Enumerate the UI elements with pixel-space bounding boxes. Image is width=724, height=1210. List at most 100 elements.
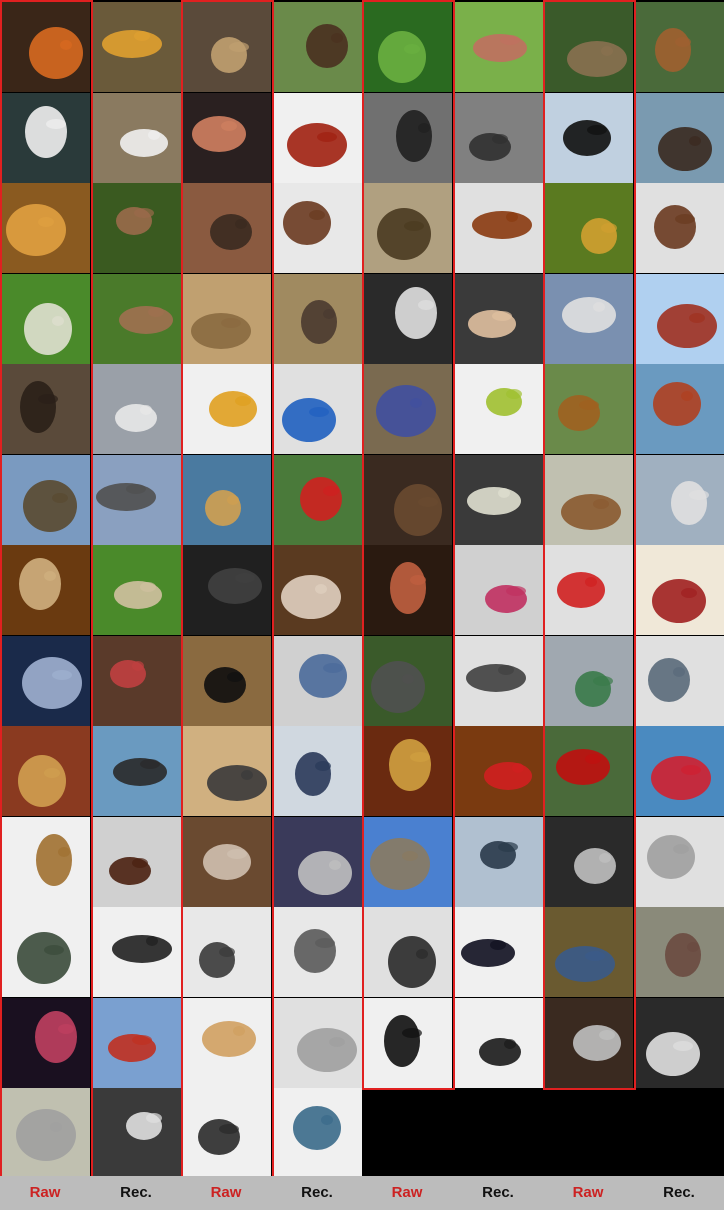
image-tile-spoons <box>634 817 724 907</box>
image-tile-llama <box>362 274 452 364</box>
image-tile-beaded-disc <box>453 364 543 454</box>
image-tile-welding-mask <box>181 1088 271 1178</box>
image-tile-door-handle <box>362 726 452 816</box>
image-tile-orca <box>543 93 633 183</box>
image-tile-jet <box>634 274 724 364</box>
image-tile-centipede <box>453 183 543 273</box>
image-tile-hammock <box>543 636 633 726</box>
image-tile-gravestone <box>362 636 452 726</box>
image-tile-laptop <box>634 998 724 1088</box>
image-tile-fawn <box>91 274 181 364</box>
image-tile-stained-glass <box>0 998 90 1088</box>
image-tile-sheet-music <box>453 455 543 545</box>
image-tile-minaret <box>362 817 452 907</box>
image-tile-extinguisher <box>543 545 633 635</box>
image-tile-harp <box>0 726 90 816</box>
rec-column-label: Rec. <box>663 1184 695 1201</box>
image-tile-snowmobile <box>362 907 452 997</box>
image-tile-swan <box>0 93 90 183</box>
image-tile-beer-mug <box>181 364 271 454</box>
image-tile-piano <box>181 636 271 726</box>
image-tile-cases <box>272 726 362 816</box>
image-tile-mandolin <box>0 817 90 907</box>
image-tile-airplane <box>543 274 633 364</box>
image-tile-skates <box>453 907 543 997</box>
image-tile-fly <box>362 183 452 273</box>
image-tile-drums <box>181 998 271 1088</box>
image-tile-butterfly <box>543 183 633 273</box>
image-tile-person <box>453 545 543 635</box>
image-tile-lizard <box>362 2 452 92</box>
image-tile-otter-water <box>634 93 724 183</box>
image-tile-guitarist <box>362 545 452 635</box>
image-tile-camel <box>181 274 271 364</box>
image-tile-dvd-player <box>543 998 633 1088</box>
image-tile-cart <box>634 636 724 726</box>
image-tile-boy-hat <box>0 545 90 635</box>
raw-column-label: Raw <box>391 1184 423 1201</box>
image-tile-wagon-cover <box>543 455 633 545</box>
image-tile-machines <box>272 817 362 907</box>
image-tile-wagon <box>0 364 90 454</box>
image-tile-treadmill <box>453 817 543 907</box>
image-tile-beads <box>453 998 543 1088</box>
column-label-bar: Raw Rec. Raw Rec. Raw Rec. Raw Rec. <box>0 1176 724 1210</box>
image-tile-goldfish <box>0 2 90 92</box>
image-tile-gym <box>91 726 181 816</box>
raw-column-label: Raw <box>572 1184 604 1201</box>
image-tile-puppy <box>453 274 543 364</box>
image-tile-leopard <box>0 183 90 273</box>
image-tile-roses <box>453 726 543 816</box>
image-tile-gadget <box>272 364 362 454</box>
image-tile-crab-silhouette <box>453 93 543 183</box>
image-tile-cookies <box>91 907 181 997</box>
image-tile-knives <box>543 817 633 907</box>
image-tile-bat <box>181 183 271 273</box>
image-tile-shelf <box>362 455 452 545</box>
image-tile-bulldozer <box>543 364 633 454</box>
image-tile-owl <box>181 2 271 92</box>
image-tile-boat-toy <box>634 364 724 454</box>
image-tile-brush-pile <box>634 183 724 273</box>
rec-column-label: Rec. <box>120 1184 152 1201</box>
image-tile-bird-green <box>453 2 543 92</box>
image-tile-llama-field <box>91 545 181 635</box>
image-tile-highway <box>91 455 181 545</box>
image-tile-speakers-white <box>272 907 362 997</box>
image-tile-dog-face <box>272 2 362 92</box>
image-tile-egret <box>91 93 181 183</box>
image-tile-coin <box>0 907 90 997</box>
image-tile-goat <box>0 274 90 364</box>
image-tile-umbrella <box>362 998 452 1088</box>
image-tile-flute <box>91 817 181 907</box>
image-tile-kitchen <box>181 817 271 907</box>
image-tile-crab <box>362 93 452 183</box>
image-tile-speakers <box>181 726 271 816</box>
image-tile-heater <box>181 907 271 997</box>
image-tile-cannon <box>0 455 90 545</box>
image-tile-book-cover <box>453 636 543 726</box>
raw-column-label: Raw <box>29 1184 61 1201</box>
image-tile-office <box>272 636 362 726</box>
image-tile-scale <box>272 998 362 1088</box>
image-tile-ducks <box>543 2 633 92</box>
image-tile-sign-post <box>634 726 724 816</box>
image-tile-mailbox <box>543 726 633 816</box>
image-tile-tower <box>91 998 181 1088</box>
image-tile-twig <box>634 907 724 997</box>
image-tile-canoe <box>181 455 271 545</box>
image-tile-devices <box>272 1088 362 1178</box>
image-tile-anteater <box>272 274 362 364</box>
image-tile-runners <box>272 455 362 545</box>
image-tile-otter <box>634 2 724 92</box>
image-tile-top-hat <box>181 545 271 635</box>
image-tile-bowling-ball <box>362 364 452 454</box>
raw-column-label: Raw <box>210 1184 242 1201</box>
image-tile-hyena-face <box>91 183 181 273</box>
image-tile-rodent <box>272 183 362 273</box>
image-tile-socks <box>543 907 633 997</box>
rec-column-label: Rec. <box>482 1184 514 1201</box>
image-tile-machine <box>91 1088 181 1178</box>
image-tile-food-red <box>272 93 362 183</box>
